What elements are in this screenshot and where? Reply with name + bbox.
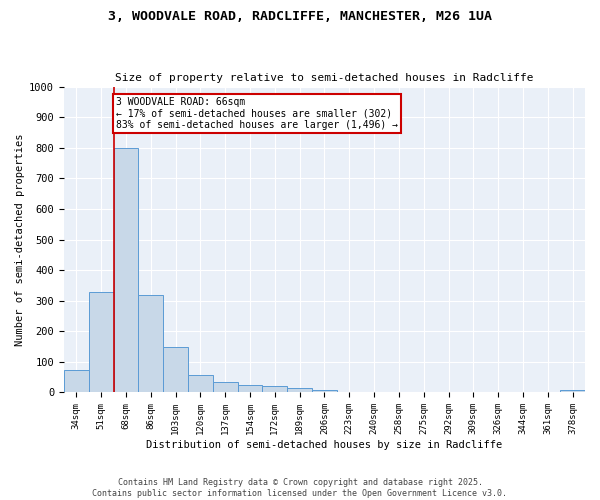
Bar [287,388,312,392]
Bar [113,148,139,392]
Bar [139,294,163,392]
Title: Size of property relative to semi-detached houses in Radcliffe: Size of property relative to semi-detach… [115,73,533,83]
X-axis label: Distribution of semi-detached houses by size in Radcliffe: Distribution of semi-detached houses by … [146,440,503,450]
Bar [89,292,113,392]
Bar [64,370,89,392]
Y-axis label: Number of semi-detached properties: Number of semi-detached properties [15,134,25,346]
Bar [163,346,188,393]
Text: 3 WOODVALE ROAD: 66sqm
← 17% of semi-detached houses are smaller (302)
83% of se: 3 WOODVALE ROAD: 66sqm ← 17% of semi-det… [116,98,398,130]
Bar [213,382,238,392]
Bar [188,375,213,392]
Text: 3, WOODVALE ROAD, RADCLIFFE, MANCHESTER, M26 1UA: 3, WOODVALE ROAD, RADCLIFFE, MANCHESTER,… [108,10,492,23]
Bar [560,390,585,392]
Text: Contains HM Land Registry data © Crown copyright and database right 2025.
Contai: Contains HM Land Registry data © Crown c… [92,478,508,498]
Bar [262,386,287,392]
Bar [238,385,262,392]
Bar [312,390,337,392]
